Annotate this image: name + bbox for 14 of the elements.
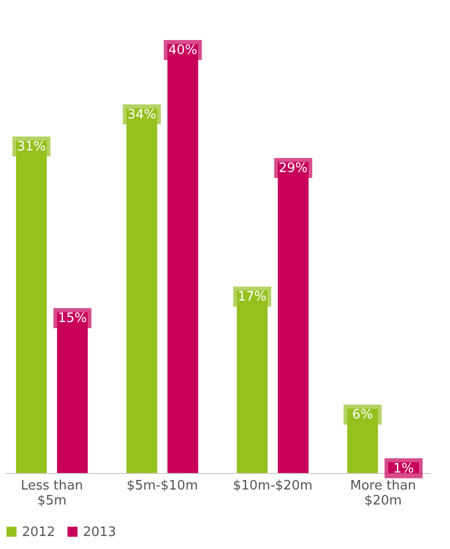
data-label: 34%	[127, 107, 156, 122]
data-label: 17%	[238, 290, 267, 305]
legend-label: 2012	[22, 524, 56, 540]
data-label: 15%	[58, 311, 87, 326]
x-tick-label: Less than $5m	[20, 478, 84, 508]
data-label: 40%	[168, 43, 198, 58]
x-tick-label: $10m-$20m	[232, 478, 313, 494]
data-label: 1%	[393, 461, 414, 476]
data-label: 29%	[278, 160, 308, 176]
legend-label: 2013	[83, 524, 116, 540]
data-label: 6%	[352, 408, 373, 423]
x-tick-label: $5m-$10m	[126, 478, 198, 494]
data-label: 31%	[16, 140, 46, 155]
x-tick-label: More than $20m	[350, 478, 416, 508]
